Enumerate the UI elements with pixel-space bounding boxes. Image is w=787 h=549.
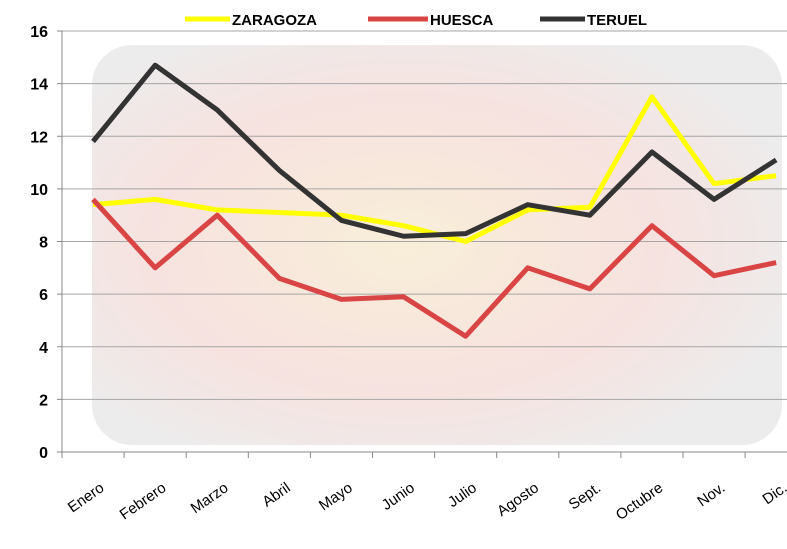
y-tick-label: 2 [39, 392, 48, 409]
y-tick-label: 4 [39, 340, 48, 357]
legend-label: HUESCA [430, 12, 494, 29]
x-tick-label: Febrero [117, 479, 170, 523]
background-image [92, 45, 782, 445]
x-tick-label: Enero [65, 479, 108, 516]
x-tick-label: Marzo [188, 479, 232, 517]
legend-label: TERUEL [587, 12, 647, 29]
x-tick-label: Julio [445, 479, 480, 511]
x-tick-label: Junio [379, 479, 418, 513]
series-line [91, 197, 777, 339]
y-tick-label: 12 [30, 129, 48, 146]
y-tick-label: 16 [30, 24, 48, 41]
y-tick-label: 6 [39, 287, 48, 304]
x-tick-label: Dic. [760, 479, 787, 508]
series-line [91, 62, 778, 239]
y-tick-label: 8 [39, 235, 48, 252]
x-tick-label: Sept. [566, 479, 604, 513]
x-tick-label: Mayo [316, 479, 356, 514]
legend-label: ZARAGOZA [232, 12, 317, 29]
x-tick-label: Octubre [613, 479, 666, 524]
x-tick-label: Nov. [694, 479, 728, 510]
y-tick-label: 10 [30, 182, 48, 199]
x-tick-label: Abril [259, 479, 293, 510]
y-tick-label: 0 [39, 445, 48, 462]
x-tick-label: Agosto [494, 479, 542, 520]
y-tick-label: 14 [30, 77, 48, 94]
